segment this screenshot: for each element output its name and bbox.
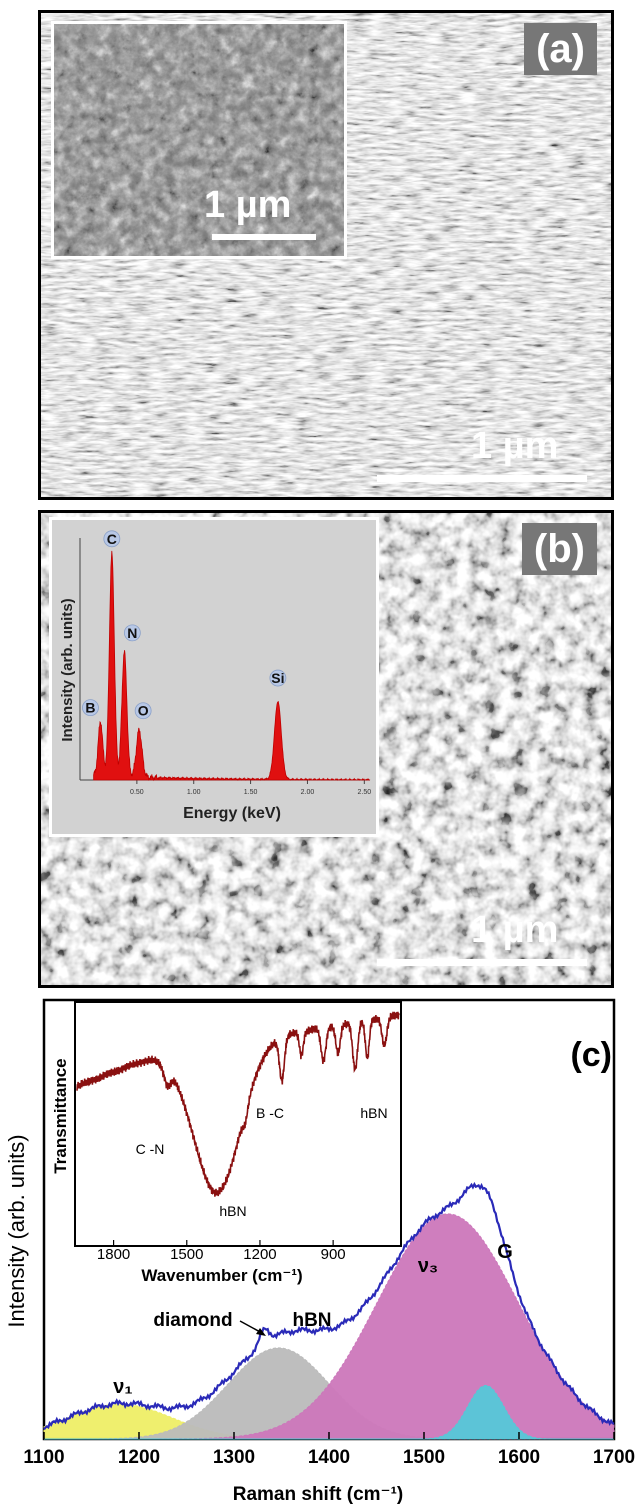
raman-xtick-label: 1300 (213, 1447, 255, 1468)
raman-xtick-label: 1100 (23, 1447, 64, 1468)
peak-label-hbn: hBN (292, 1310, 331, 1331)
edx-peak-label: N (127, 625, 137, 641)
grain-sem-texture (54, 24, 344, 256)
ftir-annotation-cn: C -N (136, 1141, 165, 1157)
ftir-xtick-label: 900 (321, 1246, 346, 1263)
scale-label: 1 µm (471, 425, 559, 467)
ftir-spectrum-line (76, 1011, 400, 1197)
edx-peak-label: C (107, 531, 117, 547)
peak-label-g: G (497, 1241, 513, 1263)
edx-xtick-label: 1.00 (187, 789, 201, 796)
ftir-xtick-label: 1800 (97, 1246, 130, 1263)
raman-spectrum-line (43, 1181, 615, 1431)
diamond-arrowhead (256, 1328, 266, 1336)
edx-peak-label: B (85, 700, 95, 716)
edx-xtick-label: 1.50 (244, 789, 258, 796)
edx-inset: 0.50 1.00 1.50 2.00 2.50 C B N O Si Intensity (a… (49, 517, 379, 837)
raman-ylabel: Intensity (arb. units) (4, 1134, 29, 1327)
edx-peak-marker (103, 530, 121, 548)
edx-xtick-label: 0.50 (130, 789, 144, 796)
ftir-xtick-label: 1500 (170, 1246, 203, 1263)
raman-xlabel: Raman shift (cm⁻¹) (233, 1484, 404, 1505)
raman-xtick-label: 1200 (118, 1447, 160, 1468)
edx-xtick-label: 2.50 (358, 789, 372, 796)
ftir-ylabel: Transmittance (51, 1058, 70, 1173)
edx-peak-label: Si (271, 670, 284, 686)
ftir-xlabel: Wavenumber (cm⁻¹) (141, 1266, 302, 1285)
inset-scale-bar (212, 234, 316, 240)
peak-label-diamond: diamond (153, 1310, 232, 1331)
ftir-annotation-bc: B -C (256, 1105, 284, 1121)
scale-bar (377, 475, 587, 482)
edx-ylabel: Intensity (arb. units) (59, 598, 76, 741)
raman-chart: 1100 1200 1300 1400 1500 1600 1700 (c) ν₁ diam… (4, 998, 635, 1505)
panel-b-label: (b) (521, 523, 597, 575)
edx-xlabel: Energy (keV) (183, 805, 281, 822)
panel-c-label: (c) (570, 1036, 612, 1074)
raman-xtick-label: 1500 (403, 1447, 445, 1468)
raman-xtick-label: 1600 (498, 1447, 540, 1468)
raman-xtick-label: 1400 (308, 1447, 350, 1468)
panel-a-inset-sem-image: 1 µm (51, 21, 347, 259)
peak-label-nu1: ν₁ (113, 1376, 132, 1398)
scale-label: 1 µm (471, 909, 559, 951)
ftir-xtick-label: 1200 (243, 1246, 276, 1263)
inset-scale-label: 1 µm (204, 184, 292, 226)
raman-xtick-label: 1700 (593, 1447, 635, 1468)
edx-peak-marker (82, 699, 99, 717)
edx-spectrum-fill (93, 550, 371, 782)
edx-peak-marker (123, 624, 141, 642)
edx-peak-label: O (138, 703, 149, 719)
edx-spectrum-chart: 0.50 1.00 1.50 2.00 2.50 C B N O Si Intensity (a… (59, 530, 372, 822)
panel-a-sem-image: 1 µm (a) 1 µm (38, 10, 614, 500)
ftir-annotation-hbn-right: hBN (360, 1105, 387, 1121)
edx-peak-marker (134, 702, 152, 720)
scale-bar (377, 959, 587, 966)
ftir-inset-frame (74, 1001, 402, 1247)
ftir-annotation-hbn-main: hBN (219, 1203, 246, 1219)
edx-xtick-label: 2.00 (301, 789, 315, 796)
panel-b-sem-image: 0.50 1.00 1.50 2.00 2.50 C B N O Si Intensity (a… (38, 510, 614, 988)
edx-peak-marker (269, 669, 287, 687)
panel-a-label: (a) (524, 23, 597, 75)
peak-label-nu3: ν₃ (418, 1255, 438, 1277)
